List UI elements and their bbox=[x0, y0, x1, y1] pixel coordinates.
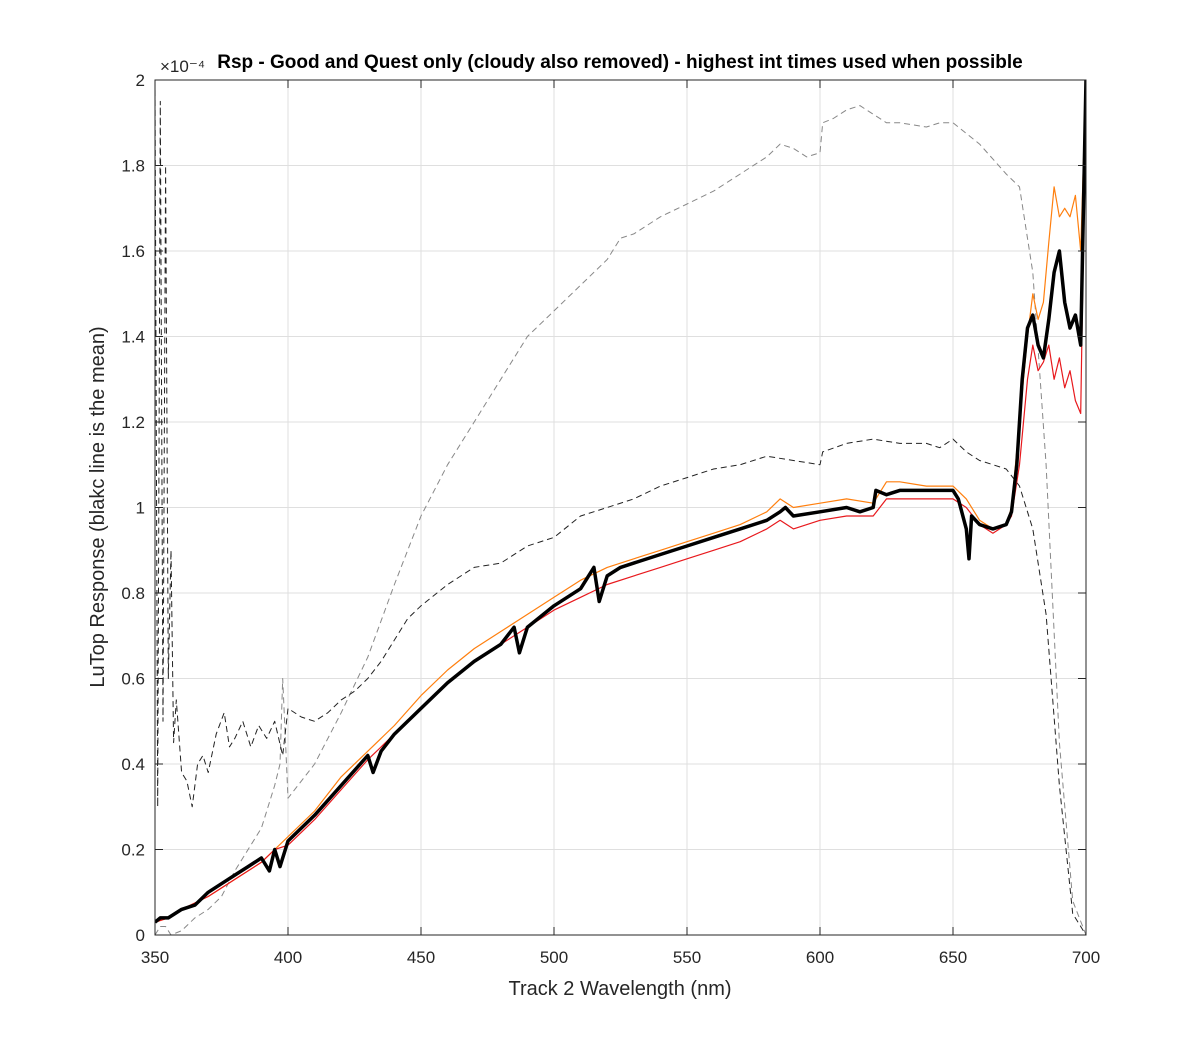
x-tick-label: 500 bbox=[540, 948, 568, 967]
series-group bbox=[155, 80, 1086, 935]
y-tick-label: 0 bbox=[136, 926, 145, 945]
y-tick-label: 1 bbox=[136, 499, 145, 518]
x-tick-label: 550 bbox=[673, 948, 701, 967]
x-tick-label: 700 bbox=[1072, 948, 1100, 967]
chart-title: Rsp - Good and Quest only (cloudy also r… bbox=[217, 52, 1023, 73]
y-tick-label: 2 bbox=[136, 71, 145, 90]
x-tick-label: 350 bbox=[141, 948, 169, 967]
y-tick-label: 0.4 bbox=[121, 755, 145, 774]
x-tick-label: 600 bbox=[806, 948, 834, 967]
series-layer bbox=[155, 80, 1086, 935]
y-tick-label: 0.6 bbox=[121, 670, 145, 689]
axis-ticks: 350 400 450 500 550 600 650 700 0 0.2 0.4 0.6 0.8 1 1.… bbox=[121, 71, 1100, 967]
y-axis-label: LuTop Response (blakc line is the mean) bbox=[87, 326, 109, 687]
y-tick-label: 1.6 bbox=[121, 242, 145, 261]
x-tick-label: 650 bbox=[939, 948, 967, 967]
x-axis-label: Track 2 Wavelength (nm) bbox=[508, 978, 731, 1000]
y-tick-label: 0.8 bbox=[121, 584, 145, 603]
series-line-3 bbox=[155, 80, 1086, 923]
y-exponent-label: ×10⁻⁴ bbox=[160, 57, 205, 76]
series-line-4 bbox=[155, 80, 1086, 923]
grid-lines bbox=[154, 79, 1087, 936]
x-tick-label: 400 bbox=[274, 948, 302, 967]
series-line-5 bbox=[155, 80, 1086, 924]
y-tick-label: 1.4 bbox=[121, 328, 145, 347]
series-line-1 bbox=[155, 105, 1086, 935]
x-tick-label: 450 bbox=[407, 948, 435, 967]
series-line-2 bbox=[155, 80, 1086, 935]
y-tick-label: 0.2 bbox=[121, 841, 145, 860]
y-tick-label: 1.8 bbox=[121, 157, 145, 176]
y-tick-label: 1.2 bbox=[121, 413, 145, 432]
